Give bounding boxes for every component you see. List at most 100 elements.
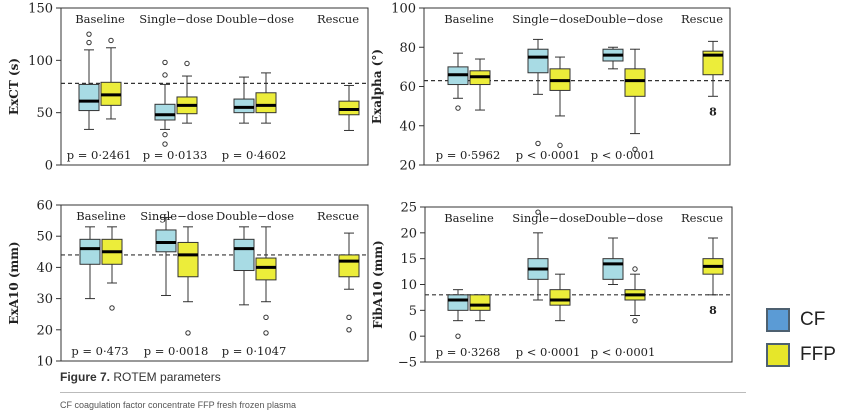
box-iqr	[233, 238, 255, 272]
outlier-point	[263, 314, 269, 321]
box-ffp	[255, 72, 277, 124]
y-tick-label: 15	[400, 252, 417, 267]
p-value-label: p < 0·0001	[516, 345, 581, 359]
y-tick-label: −5	[398, 356, 417, 369]
box-ffp	[177, 226, 199, 336]
figure-caption: Figure 7. ROTEM parameters	[60, 370, 221, 384]
box-ffp	[624, 48, 646, 153]
y-tick-label: 60	[36, 199, 53, 214]
legend-swatch-cf	[766, 308, 790, 332]
outlier-point	[535, 209, 541, 215]
outlier-point	[632, 146, 638, 153]
box-iqr	[155, 229, 177, 253]
box-cf	[527, 209, 549, 301]
box-iqr	[154, 103, 176, 121]
outlier-point	[162, 131, 168, 138]
chart-panel: 0 50 100 150 ExCT (s) Baseline Single−dose Doub…	[7, 2, 369, 174]
box-iqr	[79, 238, 101, 265]
plot-frame	[60, 204, 369, 362]
box-cf	[447, 289, 469, 339]
box-cf	[447, 52, 469, 111]
box-iqr	[549, 289, 571, 306]
group-label: Baseline	[75, 12, 125, 26]
rescue-note: 8	[709, 105, 717, 118]
box-iqr	[255, 92, 277, 114]
legend-label-ffp: FFP	[800, 344, 836, 365]
p-value-label: p = 0·4602	[222, 148, 287, 162]
outlier-point	[263, 330, 269, 336]
p-value-label: p < 0·0001	[591, 345, 656, 359]
group-label: Baseline	[76, 209, 126, 223]
chart-panel: 10 20 30 40 50 60 ExA10 (mm) Baseline Single−dos…	[7, 199, 369, 369]
outlier-point	[86, 31, 92, 37]
outlier-point	[86, 39, 92, 46]
y-tick-label: 10	[400, 278, 417, 293]
outlier-point	[346, 327, 352, 333]
outlier-point	[184, 60, 190, 67]
caption-label: Figure 7.	[60, 370, 111, 384]
p-value-label: p < 0·0001	[591, 148, 656, 162]
group-label: Rescue	[317, 12, 359, 26]
y-axis-label: Exalpha (°)	[370, 49, 384, 124]
p-value-label: p = 0·2461	[67, 148, 132, 162]
outlier-point	[185, 330, 191, 336]
box-ffp	[176, 60, 198, 124]
box-iqr	[255, 257, 277, 281]
box-ffp	[469, 294, 491, 322]
box-iqr	[177, 241, 199, 278]
box-ffp	[255, 226, 277, 336]
y-tick-label: 30	[36, 292, 53, 307]
footnote: CF coagulation factor concentrate FFP fr…	[60, 400, 296, 410]
box-iqr	[527, 48, 549, 74]
box-cf	[78, 31, 100, 130]
legend-swatch-ffp	[766, 343, 790, 367]
y-tick-label: 0	[409, 330, 417, 345]
y-tick-label: 50	[36, 230, 53, 245]
p-value-label: p = 0·0018	[144, 344, 209, 358]
outlier-point	[557, 142, 563, 149]
box-cf	[233, 76, 255, 124]
outlier-point	[455, 333, 461, 339]
y-tick-label: 20	[400, 226, 417, 241]
group-label: Baseline	[444, 12, 494, 26]
box-iqr	[469, 294, 491, 311]
caption-divider	[60, 392, 746, 393]
box-cf	[154, 59, 176, 147]
chart-panel: 20 40 60 80 100 Exalpha (°) Baseline Single−dos…	[370, 2, 731, 174]
y-tick-label: 100	[391, 2, 416, 17]
y-tick-label: 5	[409, 304, 417, 319]
box-cf	[527, 38, 549, 147]
y-axis-label: ExCT (s)	[7, 58, 21, 115]
rescue-note: 8	[709, 304, 717, 317]
group-label: Rescue	[317, 209, 359, 223]
box-ffp	[702, 40, 724, 97]
y-tick-label: 80	[399, 41, 416, 56]
group-label: Single−dose	[139, 12, 213, 26]
outlier-point	[632, 317, 638, 324]
box-cf	[233, 226, 255, 306]
plot-frame	[424, 206, 733, 363]
box-iqr	[78, 83, 100, 112]
p-value-label: p = 0·0133	[143, 148, 208, 162]
box-ffp	[100, 37, 122, 120]
box-iqr	[338, 100, 360, 116]
box-iqr	[624, 68, 646, 97]
box-iqr	[233, 98, 255, 114]
y-tick-label: 40	[36, 261, 53, 276]
y-tick-label: 20	[399, 159, 416, 174]
y-tick-label: 0	[45, 159, 53, 174]
outlier-point	[109, 305, 115, 311]
box-cf	[79, 226, 101, 300]
y-tick-label: 10	[36, 355, 53, 369]
outlier-point	[162, 72, 168, 78]
p-value-label: p = 0·473	[71, 344, 128, 358]
outlier-point	[455, 105, 461, 111]
y-tick-label: 40	[399, 119, 416, 134]
box-iqr	[702, 50, 724, 76]
p-value-label: p = 0·3268	[436, 345, 501, 359]
box-ffp	[702, 237, 724, 296]
y-tick-label: 50	[36, 106, 53, 121]
plot-frame	[423, 7, 731, 166]
y-tick-label: 25	[400, 201, 417, 216]
